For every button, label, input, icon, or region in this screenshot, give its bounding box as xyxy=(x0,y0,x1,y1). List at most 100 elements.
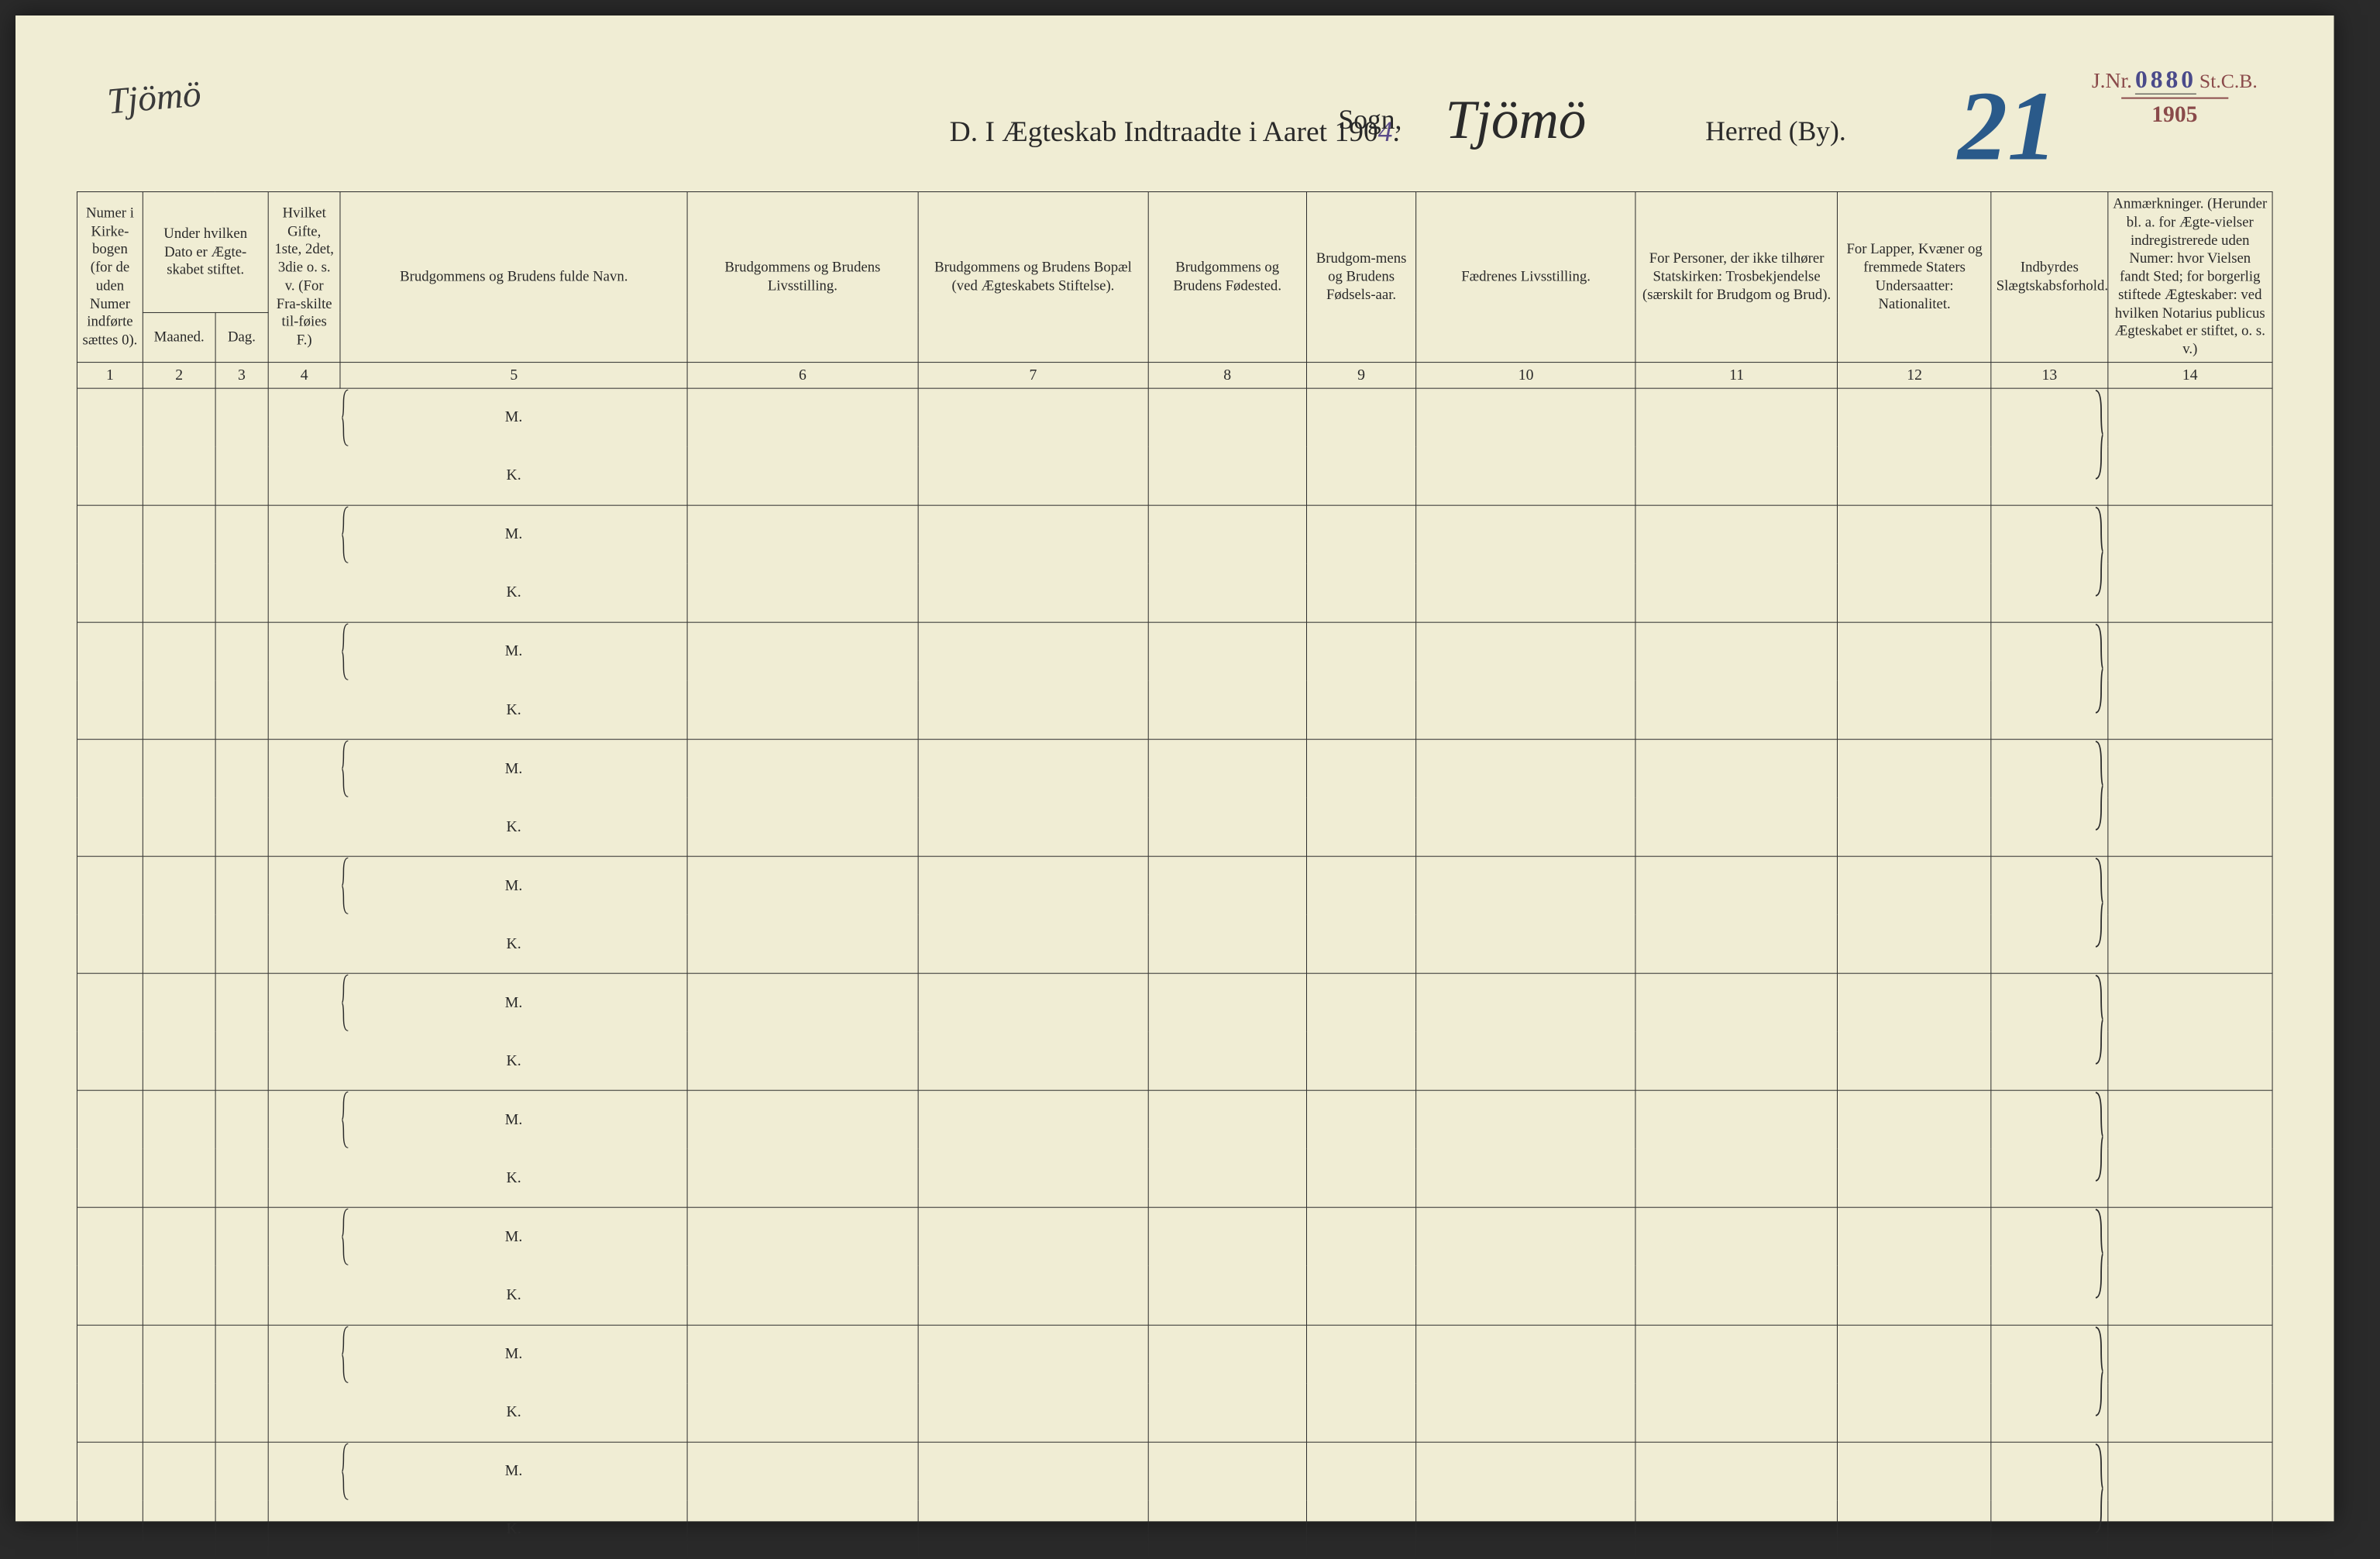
cell xyxy=(1148,1149,1306,1208)
cell xyxy=(1838,973,1991,1032)
cell xyxy=(1416,1032,1635,1091)
cell xyxy=(77,1208,143,1325)
cell xyxy=(1838,1208,1991,1267)
cell xyxy=(1838,1500,1991,1559)
cell xyxy=(687,915,918,974)
cell xyxy=(687,798,918,857)
cell-name-m: M. xyxy=(340,1442,687,1501)
cell xyxy=(1306,1266,1416,1325)
cell xyxy=(1838,622,1991,681)
column-number-1: 1 xyxy=(77,362,143,388)
cell xyxy=(918,973,1149,1032)
cell-name-m: M. xyxy=(340,1091,687,1150)
cell-kinship xyxy=(1991,973,2107,1090)
column-number-11: 11 xyxy=(1635,362,1838,388)
column-number-7: 7 xyxy=(918,362,1149,388)
cell xyxy=(1148,1500,1306,1559)
cell-remarks xyxy=(2107,1442,2272,1559)
cell xyxy=(1306,388,1416,447)
cell xyxy=(143,1091,215,1208)
cell xyxy=(918,1149,1149,1208)
cell-name-k: K. xyxy=(340,1383,687,1442)
cell-kinship xyxy=(1991,1442,2107,1559)
cell xyxy=(918,388,1149,447)
cell xyxy=(918,856,1149,915)
table-row: M. xyxy=(77,505,2272,564)
cell-kinship xyxy=(1991,622,2107,739)
cell xyxy=(687,1442,918,1501)
table-row: K. xyxy=(77,798,2272,857)
table-row: M. xyxy=(77,1325,2272,1384)
table-row: K. xyxy=(77,1500,2272,1559)
cell xyxy=(918,1325,1149,1384)
col-header-10: Fædrenes Livsstilling. xyxy=(1416,191,1635,362)
cell xyxy=(1635,1442,1838,1501)
cell xyxy=(1416,798,1635,857)
cell xyxy=(1148,622,1306,681)
cell xyxy=(1416,739,1635,798)
cell-name-k: K. xyxy=(340,1149,687,1208)
cell xyxy=(143,739,215,856)
cell xyxy=(1306,856,1416,915)
cell xyxy=(1635,1091,1838,1150)
ledger-header: Numer i Kirke-bogen (for de uden Numer i… xyxy=(77,191,2272,387)
cell xyxy=(918,505,1149,564)
cell xyxy=(687,505,918,564)
cell-kinship xyxy=(1991,388,2107,505)
cell xyxy=(1635,622,1838,681)
cell xyxy=(687,973,918,1032)
cell-name-m: M. xyxy=(340,1325,687,1384)
column-number-5: 5 xyxy=(340,362,687,388)
column-number-6: 6 xyxy=(687,362,918,388)
cell xyxy=(918,1442,1149,1501)
cell xyxy=(215,1325,268,1442)
cell xyxy=(1148,915,1306,974)
cell xyxy=(1148,1208,1306,1267)
stamp-jnr-number: 0880 xyxy=(2135,65,2196,95)
cell xyxy=(1838,564,1991,623)
cell xyxy=(687,622,918,681)
cell xyxy=(1838,1325,1991,1384)
cell xyxy=(1306,739,1416,798)
cell xyxy=(1838,1442,1991,1501)
cell-kinship xyxy=(1991,1325,2107,1442)
cell xyxy=(1838,388,1991,447)
table-row: M. xyxy=(77,739,2272,798)
cell-name-k: K. xyxy=(340,564,687,623)
col-header-9: Brudgom-mens og Brudens Fødsels-aar. xyxy=(1306,191,1416,362)
cell xyxy=(687,681,918,740)
cell xyxy=(918,1032,1149,1091)
cell xyxy=(687,1266,918,1325)
cell xyxy=(1148,446,1306,505)
cell-kinship xyxy=(1991,1091,2107,1208)
table-row: K. xyxy=(77,681,2272,740)
column-number-8: 8 xyxy=(1148,362,1306,388)
cell xyxy=(1306,446,1416,505)
cell xyxy=(1838,505,1991,564)
col-header-1: Numer i Kirke-bogen (for de uden Numer i… xyxy=(77,191,143,362)
cell xyxy=(1148,505,1306,564)
table-row: M. xyxy=(77,973,2272,1032)
cell xyxy=(1635,1500,1838,1559)
cell-remarks xyxy=(2107,1091,2272,1208)
table-row: K. xyxy=(77,446,2272,505)
cell xyxy=(1306,1149,1416,1208)
column-number-row: 1234567891011121314 xyxy=(77,362,2272,388)
cell-remarks xyxy=(2107,1208,2272,1325)
cell-name-m: M. xyxy=(340,739,687,798)
cell xyxy=(918,1091,1149,1150)
cell xyxy=(687,1383,918,1442)
cell-brace xyxy=(268,856,341,973)
cell-name-m: M. xyxy=(340,388,687,447)
registration-stamp: J.Nr. 0880 St.C.B. 1905 xyxy=(2092,65,2258,128)
col-header-2-sub: Maaned. xyxy=(143,313,215,363)
cell-kinship xyxy=(1991,505,2107,622)
table-row: M. xyxy=(77,1091,2272,1150)
col-header-7: Brudgommens og Brudens Bopæl (ved Ægtesk… xyxy=(918,191,1149,362)
cell xyxy=(1838,856,1991,915)
cell-name-m: M. xyxy=(340,973,687,1032)
sogn-label: Sogn, xyxy=(1338,104,1402,136)
cell xyxy=(1148,1442,1306,1501)
cell xyxy=(918,1383,1149,1442)
cell xyxy=(215,505,268,622)
